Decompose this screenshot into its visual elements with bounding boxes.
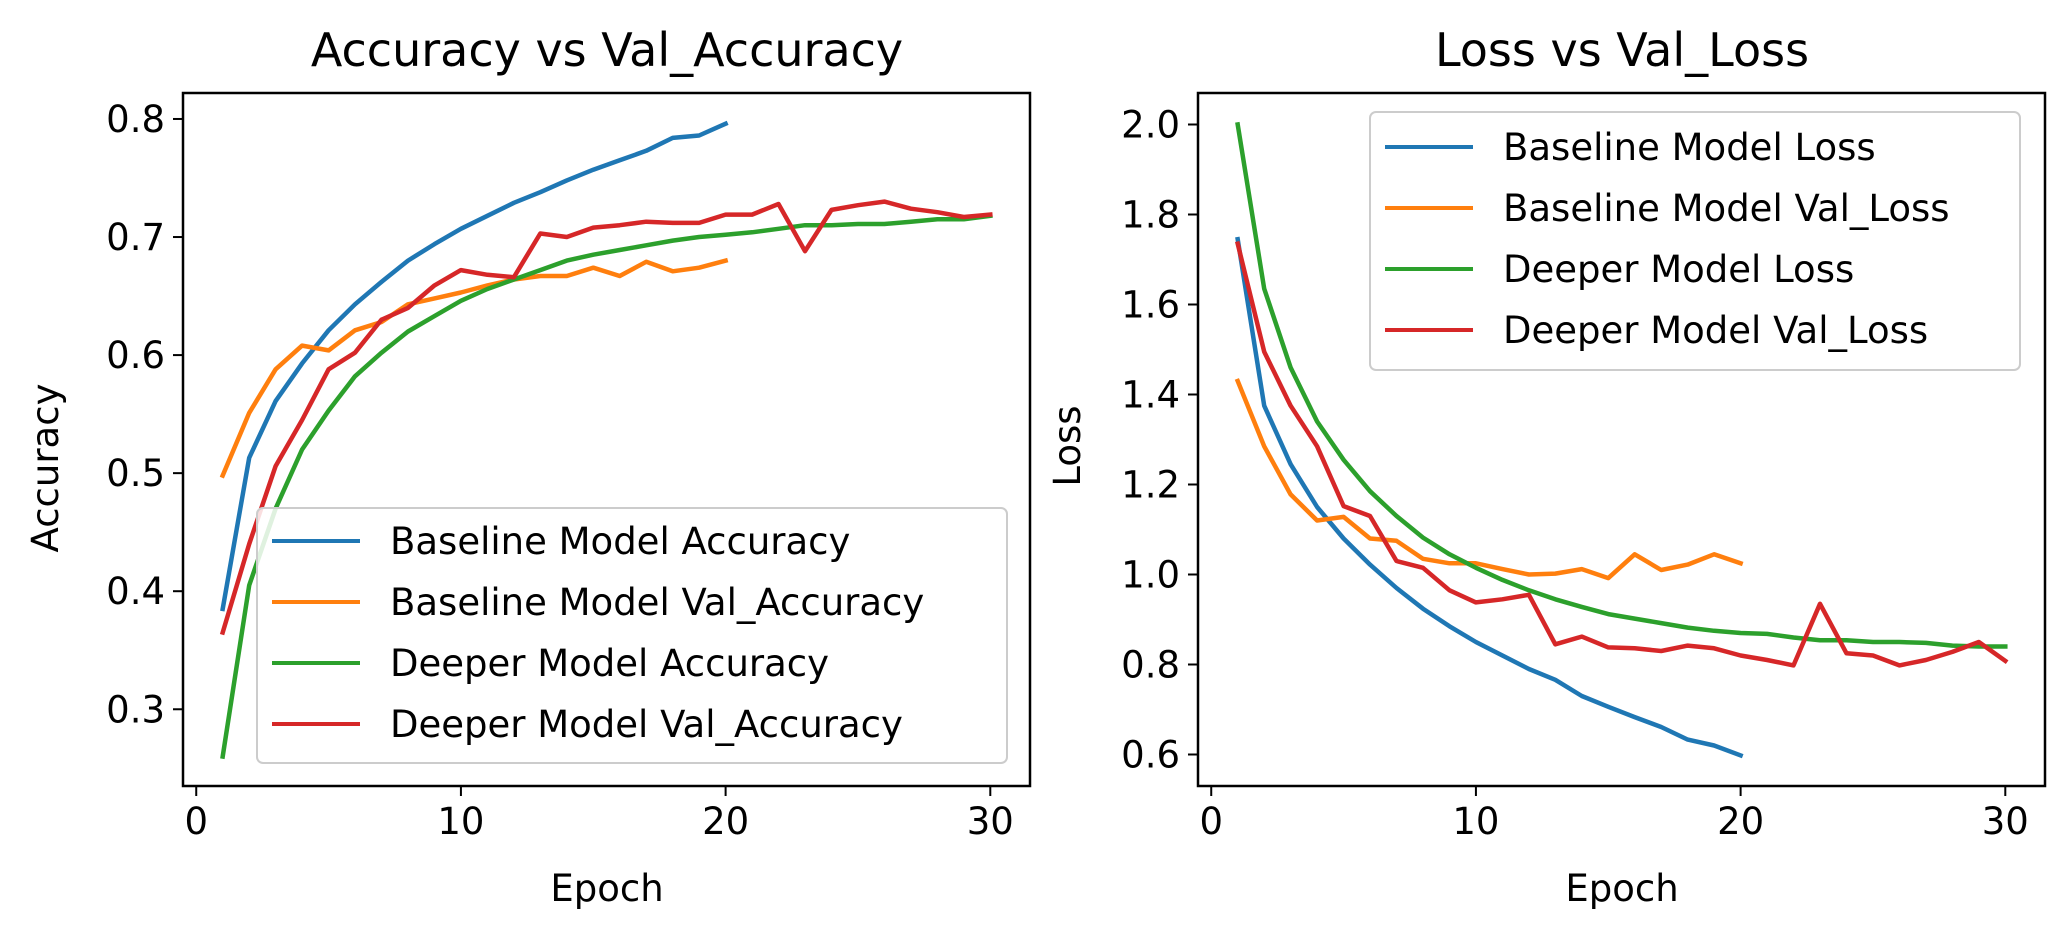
x-tick-label: 10 xyxy=(437,800,484,843)
series-line-baseline-model-loss xyxy=(1235,236,1744,759)
plot-frame xyxy=(181,91,1032,788)
legend-label: Deeper Model Val_Loss xyxy=(1503,309,1928,352)
legend: Baseline Model Loss Baseline Model Val_L… xyxy=(1369,111,2021,371)
y-tick-label: 0.8 xyxy=(106,98,165,141)
legend-box xyxy=(1369,111,2021,371)
y-tick-label: 2.0 xyxy=(1121,104,1180,147)
plot-lines xyxy=(1234,121,2009,759)
y-axis-label: Loss xyxy=(1046,405,1089,486)
y-tick-label: 1.6 xyxy=(1121,284,1180,327)
series-line-deeper-model-val-loss xyxy=(1234,240,2009,668)
legend-label: Baseline Model Val_Accuracy xyxy=(390,581,924,624)
y-tick-label: 0.6 xyxy=(1121,734,1180,777)
legend-label: Deeper Model Accuracy xyxy=(390,642,829,685)
series-line-baseline-model-accuracy xyxy=(220,120,729,612)
y-tick-label: 1.2 xyxy=(1121,464,1180,507)
legend: Baseline Model Accuracy Baseline Model V… xyxy=(256,507,1008,764)
chart-title: Accuracy vs Val_Accuracy xyxy=(311,23,903,77)
x-tick-label: 0 xyxy=(184,800,208,843)
y-tick-label: 0.8 xyxy=(1121,644,1180,687)
loss-chart: Loss vs Val_Loss Epoch Loss 0 10 20 30 0.6 0.… xyxy=(1046,23,2047,910)
x-tick-label: 30 xyxy=(1982,800,2029,843)
legend-box xyxy=(256,507,1008,764)
y-tick-label: 1.4 xyxy=(1121,374,1180,417)
x-tick-label: 20 xyxy=(702,800,749,843)
y-axis-label: Accuracy xyxy=(24,384,67,553)
x-tick-label: 10 xyxy=(1452,800,1499,843)
series-line-baseline-model-val-loss xyxy=(1234,378,1744,581)
legend-label: Baseline Model Loss xyxy=(1503,126,1876,169)
plot-lines xyxy=(219,120,993,760)
series-line-deeper-model-accuracy xyxy=(220,213,993,760)
y-tick-label: 0.7 xyxy=(106,216,165,259)
y-tick-label: 0.4 xyxy=(106,570,165,613)
y-tick-label: 1.0 xyxy=(1121,554,1180,597)
accuracy-chart: Accuracy vs Val_Accuracy Epoch Accuracy … xyxy=(24,23,1032,910)
legend-label: Baseline Model Val_Loss xyxy=(1503,187,1950,230)
legend-label: Deeper Model Loss xyxy=(1503,248,1854,291)
series-line-deeper-model-loss xyxy=(1235,121,2008,649)
series-line-deeper-model-val-accuracy xyxy=(219,199,993,636)
x-axis-label: Epoch xyxy=(550,867,663,910)
series-line-baseline-model-val-accuracy xyxy=(219,257,729,479)
y-tick-label: 1.8 xyxy=(1121,194,1180,237)
x-tick-label: 30 xyxy=(967,800,1014,843)
chart-title: Loss vs Val_Loss xyxy=(1435,23,1809,77)
x-tick-label: 0 xyxy=(1199,800,1223,843)
y-tick-label: 0.5 xyxy=(106,452,165,495)
x-tick-label: 20 xyxy=(1717,800,1764,843)
y-tick-label: 0.6 xyxy=(106,334,165,377)
legend-label: Deeper Model Val_Accuracy xyxy=(390,703,903,746)
plot-frame xyxy=(1196,91,2047,788)
axis-ticks: 0 10 20 30 0.3 0.4 0.5 0.6 0.7 0.8 xyxy=(106,98,1014,843)
axis-ticks: 0 10 20 30 0.6 0.8 1.0 1.2 1.4 1.6 1.8 2.0 xyxy=(1121,104,2029,844)
legend-label: Baseline Model Accuracy xyxy=(390,520,850,563)
y-tick-label: 0.3 xyxy=(106,688,165,731)
x-axis-label: Epoch xyxy=(1565,867,1678,910)
